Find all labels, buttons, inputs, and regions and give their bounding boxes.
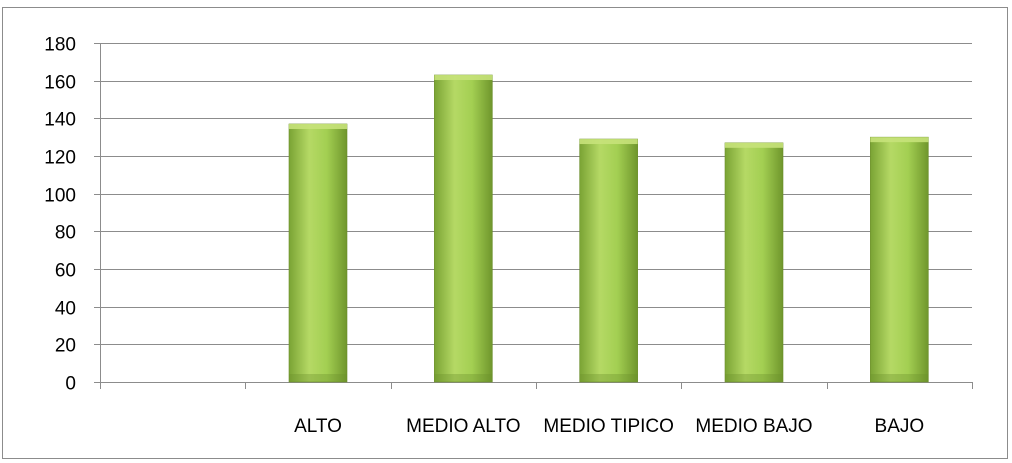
bar [434, 74, 493, 383]
bar-cap [870, 137, 929, 143]
x-tick-labels: ALTO MEDIO ALTO MEDIO TIPICO MEDIO BAJO BAJO [294, 416, 924, 437]
y-tick-label: 0 [65, 374, 76, 395]
bar-body [724, 142, 784, 383]
x-tick-label: MEDIO TIPICO [543, 416, 674, 437]
x-tick-label: MEDIO BAJO [695, 416, 812, 437]
bar-body [288, 123, 348, 383]
x-tick-label: BAJO [875, 416, 925, 437]
bar-body [434, 74, 493, 383]
bar [288, 123, 348, 383]
y-tick-label: 180 [44, 35, 76, 56]
bar-base [725, 374, 783, 382]
axes [94, 43, 973, 389]
y-tick-labels: 0 20 40 60 80 100 120 140 160 180 [44, 35, 76, 395]
bar [870, 136, 929, 383]
bar [579, 138, 638, 383]
bar-cap [579, 139, 638, 145]
bar-base [289, 374, 347, 382]
y-tick-label: 80 [55, 223, 76, 244]
x-tick-label: ALTO [294, 416, 342, 437]
y-tick-label: 120 [44, 148, 76, 169]
bar-cap [434, 75, 493, 81]
gridlines [100, 43, 972, 345]
y-tick-label: 20 [55, 336, 76, 357]
y-tick-label: 100 [44, 186, 76, 207]
bar-base [434, 374, 493, 382]
y-tick-label: 40 [55, 299, 76, 320]
bar-body [579, 138, 638, 383]
y-tick-label: 140 [44, 110, 76, 131]
bar-body [870, 136, 929, 383]
bar-base [579, 374, 638, 382]
bar-cap [289, 123, 347, 129]
bar [724, 142, 784, 383]
bars [288, 74, 929, 383]
y-tick-label: 60 [55, 261, 76, 282]
bar-cap [725, 142, 783, 148]
chart-frame [2, 7, 1008, 459]
bar-base [870, 374, 929, 382]
x-tick-label: MEDIO ALTO [406, 416, 520, 437]
y-tick-label: 160 [44, 73, 76, 94]
